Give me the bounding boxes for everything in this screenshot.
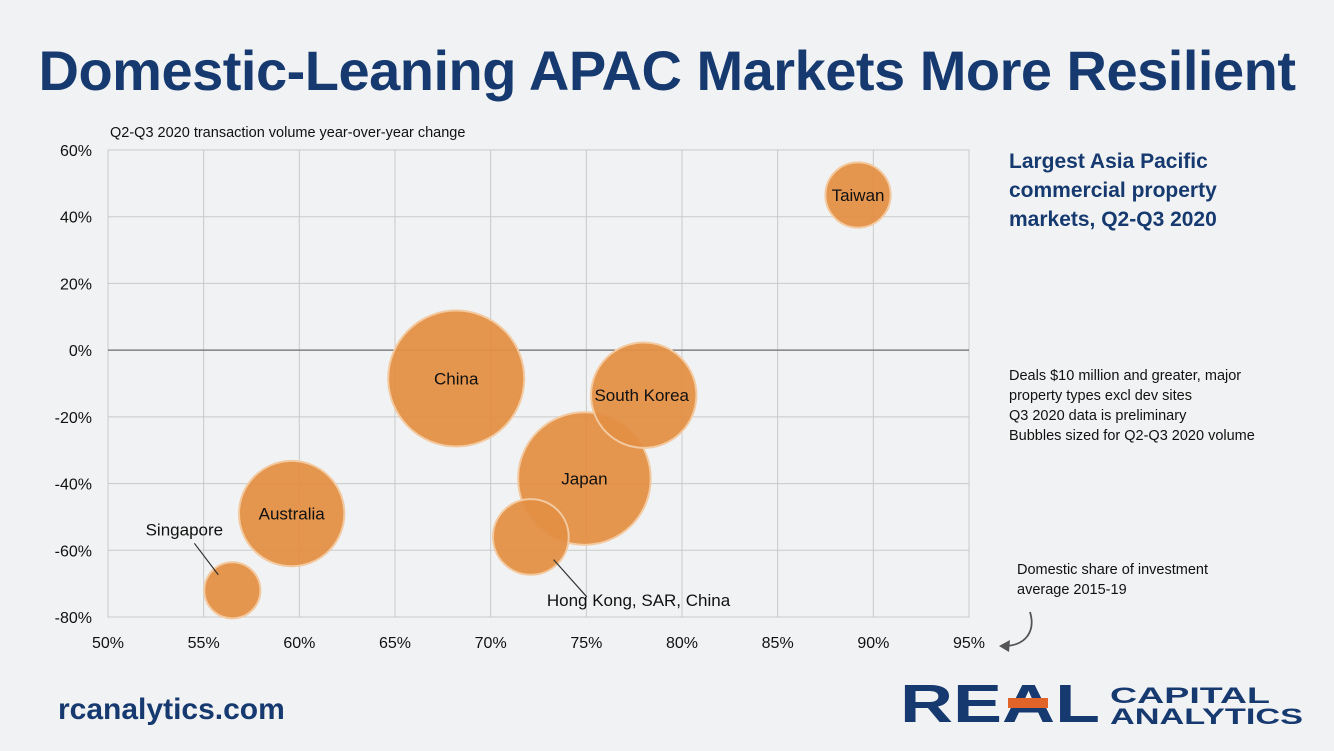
note-line: Deals $10 million and greater, major bbox=[1009, 368, 1242, 384]
x-tick-label: 50% bbox=[92, 635, 124, 652]
y-tick-label: 60% bbox=[60, 143, 92, 160]
leader-line bbox=[553, 559, 588, 598]
legend-title: Largest Asia Pacific commercial property… bbox=[1009, 147, 1309, 234]
x-axis-note-line: Domestic share of investment bbox=[1017, 562, 1208, 578]
y-tick-label: 0% bbox=[69, 343, 92, 360]
y-axis-label: Q2-Q3 2020 transaction volume year-over-… bbox=[110, 125, 465, 141]
bubble-layer bbox=[203, 161, 892, 620]
y-tick-label: 20% bbox=[60, 276, 92, 293]
x-tick-label: 65% bbox=[379, 635, 411, 652]
bubble bbox=[824, 161, 892, 229]
bubble-label: Japan bbox=[561, 470, 607, 489]
x-tick-label: 70% bbox=[475, 635, 507, 652]
x-tick-label: 75% bbox=[570, 635, 602, 652]
logo-line1: CAPITAL bbox=[1110, 683, 1270, 708]
note-line: Bubbles sized for Q2-Q3 2020 volume bbox=[1009, 428, 1255, 444]
x-axis-arrow-icon bbox=[999, 611, 1033, 652]
x-tick-label: 55% bbox=[188, 635, 220, 652]
bubble bbox=[387, 309, 526, 448]
bubble bbox=[203, 561, 262, 620]
x-axis-note-line: average 2015-19 bbox=[1017, 582, 1127, 598]
y-tick-label: -40% bbox=[55, 477, 92, 494]
x-tick-label: 80% bbox=[666, 635, 698, 652]
bubble-label: Singapore bbox=[146, 520, 224, 539]
logo-word: REAL bbox=[900, 680, 1100, 730]
page-title: Domestic-Leaning APAC Markets More Resil… bbox=[38, 39, 1296, 102]
bubble-label: Taiwan bbox=[832, 186, 885, 205]
x-tick-label: 85% bbox=[762, 635, 794, 652]
tick-layer: 50% 55% 60% 65% 70% 75% 80% 85% 90% 95% 60% 40% 20% 0… bbox=[55, 143, 985, 652]
bubble-label: China bbox=[434, 369, 479, 388]
note-line: Q3 2020 data is preliminary bbox=[1009, 408, 1187, 424]
bubble-label: South Korea bbox=[594, 386, 689, 405]
y-tick-label: -20% bbox=[55, 410, 92, 427]
y-tick-label: -60% bbox=[55, 543, 92, 560]
leader-line bbox=[193, 542, 219, 576]
x-tick-label: 60% bbox=[283, 635, 315, 652]
x-tick-label: 90% bbox=[857, 635, 889, 652]
y-tick-label: 40% bbox=[60, 210, 92, 227]
legend-title-line: markets, Q2-Q3 2020 bbox=[1009, 208, 1217, 231]
bubble bbox=[238, 459, 346, 568]
legend-title-line: commercial property bbox=[1009, 179, 1217, 202]
legend-title-line: Largest Asia Pacific bbox=[1009, 150, 1208, 173]
footer-url-link[interactable]: rcanalytics.com bbox=[58, 693, 285, 726]
chart-notes: Deals $10 million and greater, major pro… bbox=[1009, 366, 1309, 446]
company-logo: REAL CAPITAL ANALYTICS bbox=[900, 680, 1303, 730]
x-axis-note: Domestic share of investment average 201… bbox=[1017, 560, 1277, 600]
logo-line2: ANALYTICS bbox=[1110, 704, 1303, 729]
logo-accent-bar bbox=[1008, 698, 1048, 708]
y-tick-label: -80% bbox=[55, 610, 92, 627]
note-line: property types excl dev sites bbox=[1009, 388, 1192, 404]
bubble-label: Australia bbox=[259, 505, 326, 524]
label-layer: China Japan South Korea Australia Hong Kong,… bbox=[146, 186, 885, 610]
x-tick-label: 95% bbox=[953, 635, 985, 652]
bubble-label: Hong Kong, SAR, China bbox=[547, 591, 731, 610]
bubble bbox=[590, 341, 698, 449]
bubble bbox=[491, 498, 570, 576]
